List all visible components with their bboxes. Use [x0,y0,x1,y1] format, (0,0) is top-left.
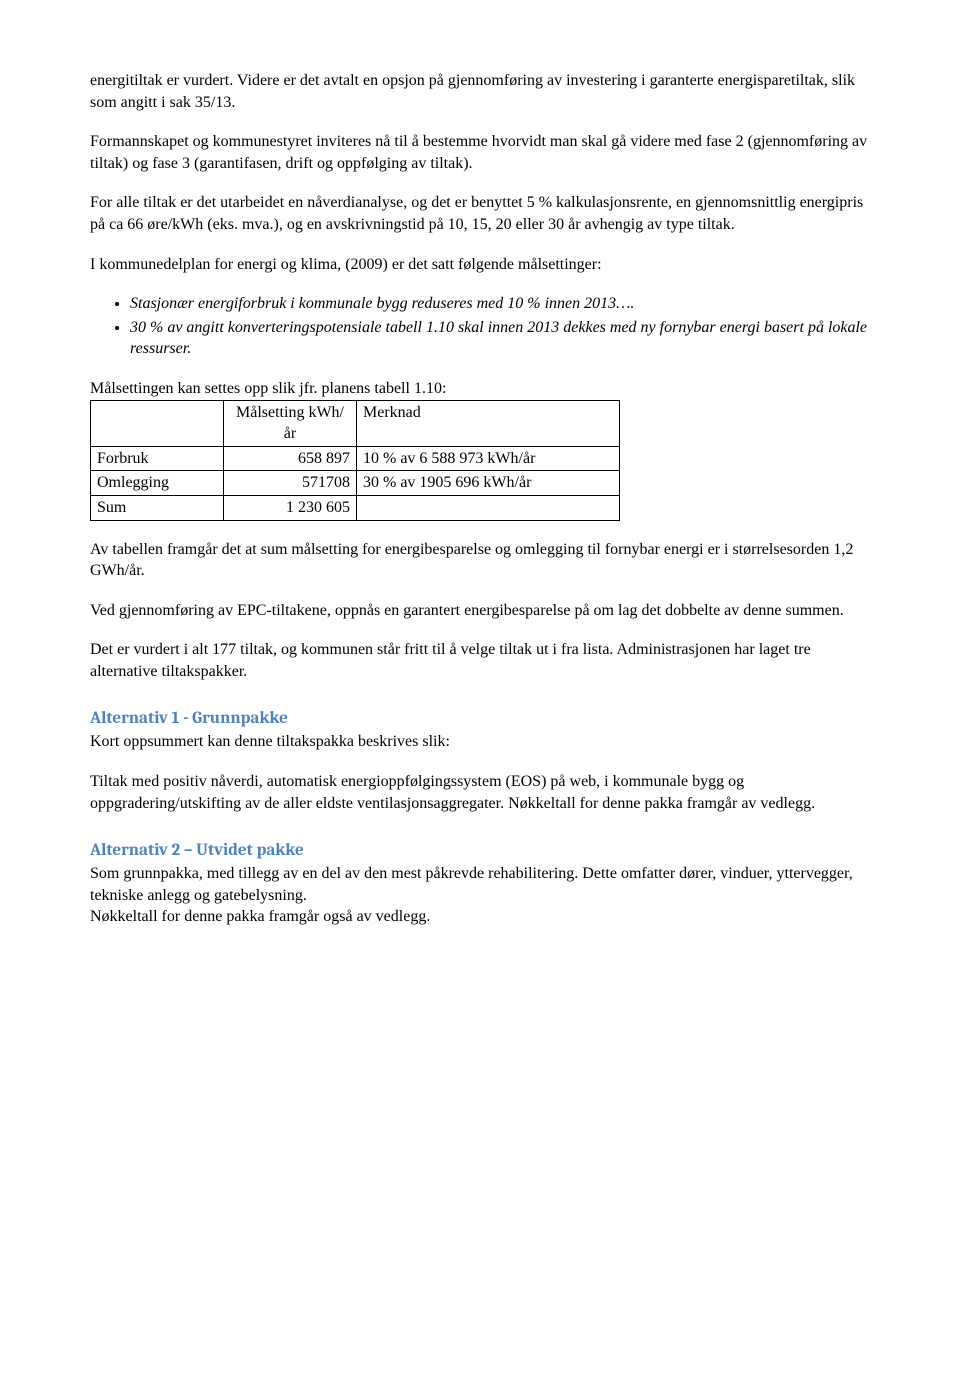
table-cell: Omlegging [91,471,224,496]
table-header-cell: Målsetting kWh/år [224,400,357,446]
paragraph: Som grunnpakka, med tillegg av en del av… [90,863,870,906]
table-cell: 10 % av 6 588 973 kWh/år [357,446,620,471]
paragraph: Det er vurdert i alt 177 tiltak, og komm… [90,639,870,682]
table-row: Forbruk 658 897 10 % av 6 588 973 kWh/år [91,446,620,471]
paragraph: Ved gjennomføring av EPC-tiltakene, oppn… [90,600,870,622]
section-heading-alt2: Alternativ 2 – Utvidet pakke [90,840,870,863]
table-header-cell: Merknad [357,400,620,446]
paragraph: Kort oppsummert kan denne tiltakspakka b… [90,731,870,753]
list-item: Stasjonær energiforbruk i kommunale bygg… [130,293,870,315]
list-item: 30 % av angitt konverteringspotensiale t… [130,317,870,360]
table-header-cell [91,400,224,446]
table-cell: 658 897 [224,446,357,471]
paragraph: Målsettingen kan settes opp slik jfr. pl… [90,378,870,400]
table-header-row: Målsetting kWh/år Merknad [91,400,620,446]
paragraph: Formannskapet og kommunestyret inviteres… [90,131,870,174]
table-cell: 1 230 605 [224,495,357,520]
paragraph: energitiltak er vurdert. Videre er det a… [90,70,870,113]
table-cell: Forbruk [91,446,224,471]
table-cell: Sum [91,495,224,520]
section-heading-alt1: Alternativ 1 - Grunnpakke [90,708,870,731]
paragraph: For alle tiltak er det utarbeidet en nåv… [90,192,870,235]
paragraph: I kommunedelplan for energi og klima, (2… [90,254,870,276]
bullet-list: Stasjonær energiforbruk i kommunale bygg… [90,293,870,360]
goals-table: Målsetting kWh/år Merknad Forbruk 658 89… [90,400,620,521]
paragraph: Av tabellen framgår det at sum målsettin… [90,539,870,582]
table-row: Omlegging 571708 30 % av 1905 696 kWh/år [91,471,620,496]
list-item-text: 30 % av angitt konverteringspotensiale t… [130,319,867,358]
table-row: Sum 1 230 605 [91,495,620,520]
paragraph: Nøkkeltall for denne pakka framgår også … [90,906,870,928]
paragraph: Tiltak med positiv nåverdi, automatisk e… [90,771,870,814]
table-cell: 30 % av 1905 696 kWh/år [357,471,620,496]
list-item-text: Stasjonær energiforbruk i kommunale bygg… [130,295,634,312]
table-cell [357,495,620,520]
table-cell: 571708 [224,471,357,496]
